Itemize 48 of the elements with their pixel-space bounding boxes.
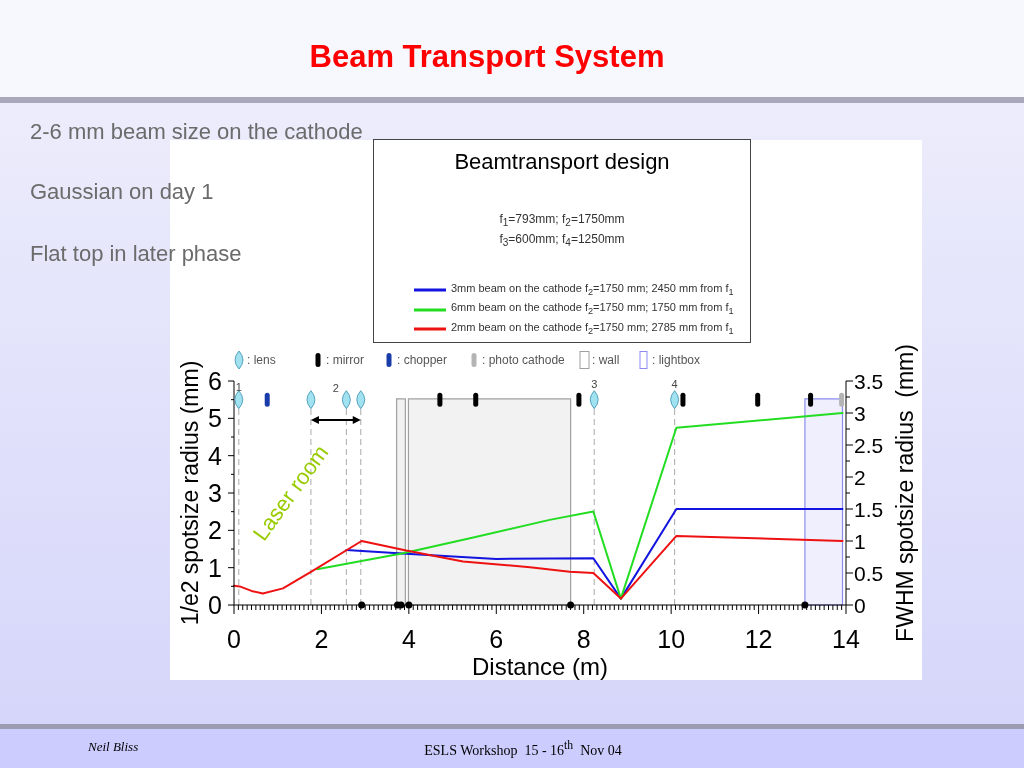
legend-label: : photo cathode (482, 353, 565, 367)
x-tick-label: 10 (657, 625, 686, 653)
y2-tick-label: 0 (854, 593, 866, 617)
text: f$_{3}$=600mm; f$_{4}$=1250mm (499, 231, 625, 251)
x-axis-title: Distance (m) (471, 653, 609, 680)
x-tick-label: 8 (576, 625, 591, 653)
annotation: 4 (671, 377, 678, 392)
annotation: 2 (332, 381, 339, 396)
text: 2-6 mm beam size on the cathode (30, 119, 363, 145)
x-tick-label: 14 (832, 625, 860, 653)
y2-tick-label: 1 (854, 529, 866, 553)
chart-title: Beam Transport System (308, 38, 666, 76)
x-tick-label: 0 (227, 625, 241, 653)
legend-label: : chopper (397, 353, 448, 367)
legend-label: 3mm beam on the cathode f$_{2}$=1750 mm; 2450 mm from f$_{1}$ (451, 280, 734, 300)
y-tick-label: 0 (208, 591, 222, 619)
legend-label: 6mm beam on the cathode f$_{2}$=1750 mm; 1750 mm from f$_{1}$ (451, 300, 734, 319)
y2-tick-label: 0.5 (854, 561, 884, 585)
y-tick-label: 5 (208, 404, 222, 433)
y2-axis-title: FWHM spotsize radius (mm) (892, 344, 919, 642)
text: Neil Bliss (88, 738, 139, 755)
legend-label: : lens (247, 353, 276, 367)
y2-tick-label: 1.5 (854, 497, 884, 521)
y-axis-title: 1/e2 spotsize radius (mm) (177, 360, 204, 626)
y2-tick-label: 2 (854, 465, 866, 489)
y-tick-label: 1 (208, 553, 222, 582)
chart-subtitle: Beamtransport design (453, 149, 671, 175)
x-tick-label: 4 (401, 625, 416, 653)
legend-label: : mirror (326, 353, 364, 367)
text: Gaussian on day 1 (30, 179, 214, 205)
annotation: 3 (591, 377, 598, 392)
text: Flat top in later phase (30, 241, 242, 267)
y-tick-label: 4 (208, 441, 223, 470)
text: f$_{1}$=793mm; f$_{2}$=1750mm (499, 211, 625, 231)
annotation: 1 (235, 380, 242, 395)
legend-label: 2mm beam on the cathode f$_{2}$=1750 mm; 2785 mm from f$_{1}$ (451, 319, 734, 339)
y-tick-label: 2 (208, 516, 222, 545)
x-tick-label: 2 (314, 625, 329, 653)
x-tick-label: 12 (744, 625, 773, 653)
text: ESLS Workshop 15 - 16$^{th}$ Nov 04 (424, 738, 622, 760)
y2-tick-label: 3.5 (854, 369, 884, 393)
text: : lightbox (652, 353, 701, 367)
x-tick-label: 6 (489, 625, 504, 653)
y2-tick-label: 2.5 (854, 433, 884, 457)
text: : wall (592, 353, 620, 367)
y-tick-label: 3 (208, 479, 222, 507)
y2-tick-label: 3 (854, 401, 866, 425)
y-tick-label: 6 (208, 367, 222, 395)
